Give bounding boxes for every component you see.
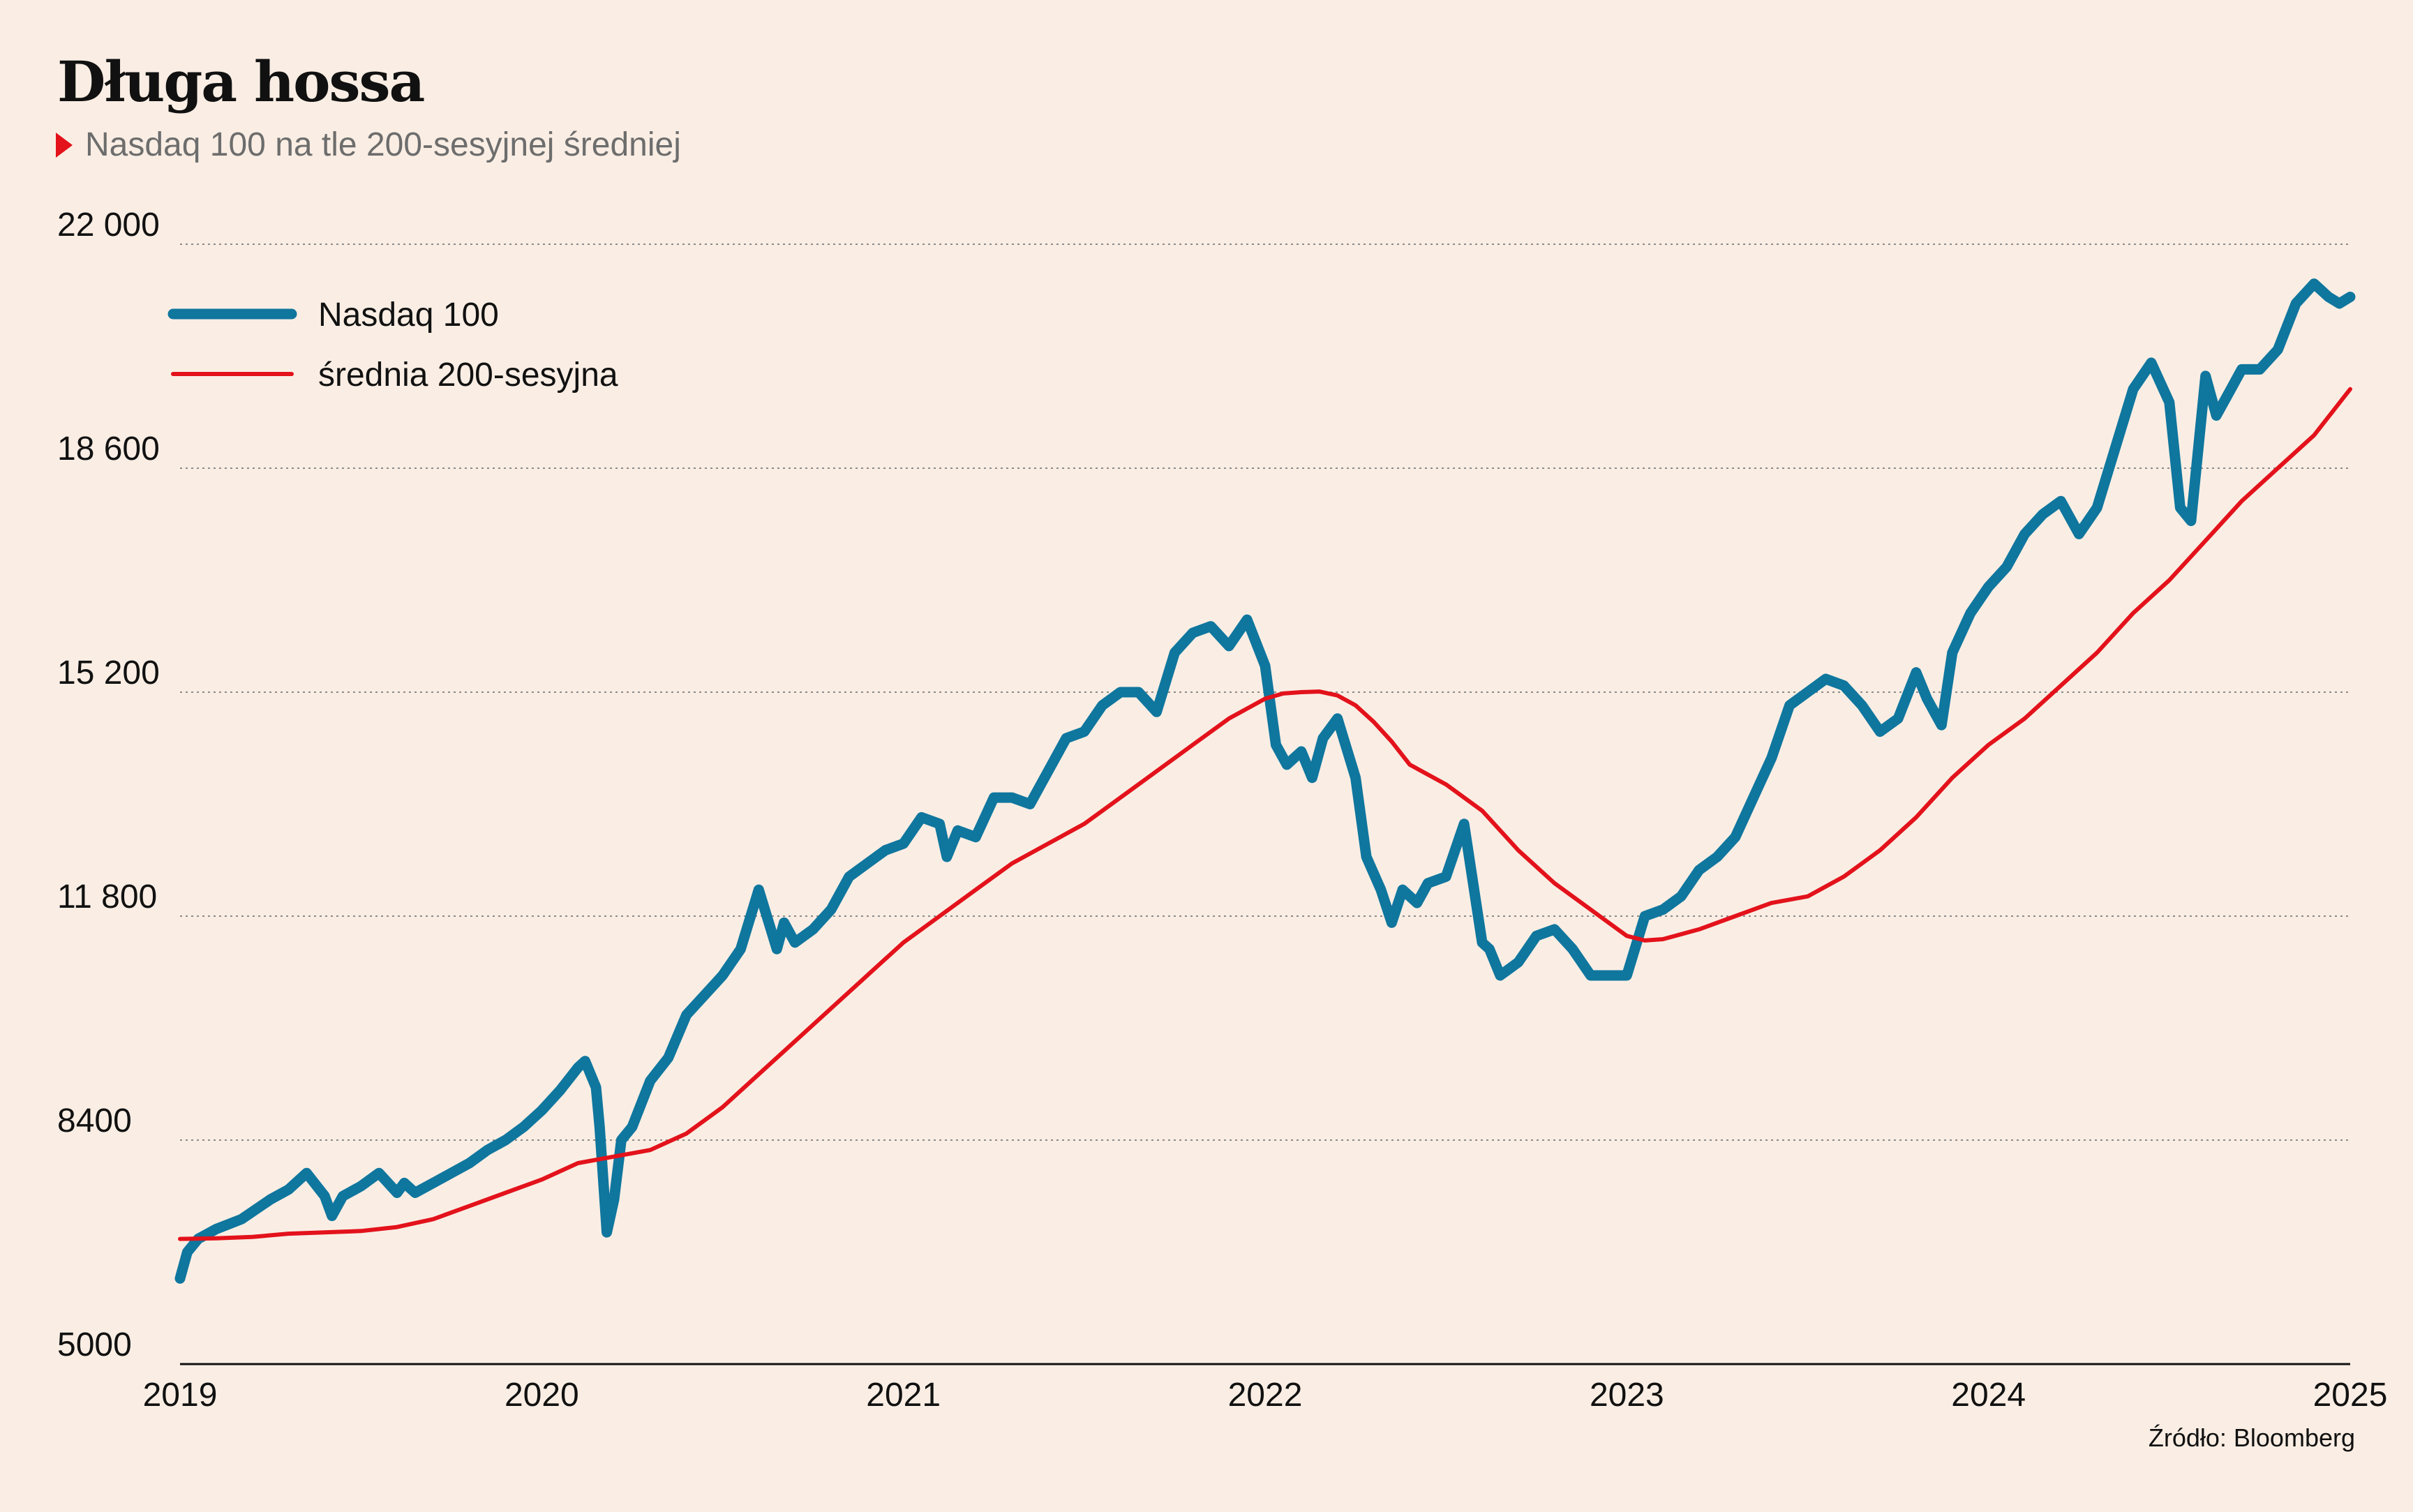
y-tick-label: 18 600 bbox=[57, 431, 160, 467]
subtitle-row: Nasdaq 100 na tle 200-sesyjnej średniej bbox=[56, 126, 681, 164]
y-tick-label: 11 800 bbox=[57, 878, 157, 915]
y-tick-label: 15 200 bbox=[57, 654, 160, 691]
y-tick-label: 5000 bbox=[57, 1326, 132, 1363]
x-tick-label: 2021 bbox=[866, 1377, 941, 1414]
triangle-marker-icon bbox=[56, 132, 73, 158]
legend-label: średnia 200-sesyjna bbox=[318, 357, 618, 394]
x-tick-label: 2023 bbox=[1590, 1377, 1664, 1414]
source-note: Źródło: Bloomberg bbox=[2148, 1423, 2355, 1452]
y-tick-label: 8400 bbox=[57, 1102, 132, 1139]
x-tick-label: 2025 bbox=[2313, 1377, 2388, 1414]
y-tick-label: 22 000 bbox=[57, 207, 160, 244]
moving-average-series-line bbox=[178, 387, 2352, 1241]
chart-subtitle: Nasdaq 100 na tle 200-sesyjnej średniej bbox=[85, 126, 681, 163]
x-tick-label: 2020 bbox=[505, 1377, 579, 1414]
legend-label: Nasdaq 100 bbox=[318, 297, 499, 334]
nasdaq-series-line bbox=[174, 278, 2356, 1284]
x-tick-label: 2019 bbox=[143, 1377, 218, 1414]
x-tick-label: 2024 bbox=[1951, 1377, 2026, 1414]
chart-title: Długa hossa bbox=[57, 49, 425, 114]
x-tick-label: 2022 bbox=[1228, 1377, 1303, 1414]
